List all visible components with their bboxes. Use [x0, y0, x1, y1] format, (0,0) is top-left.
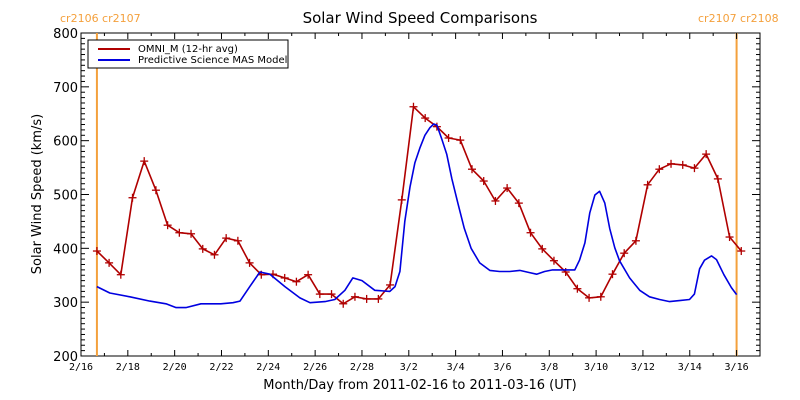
- legend-label-omni: OMNI_M (12-hr avg): [138, 44, 238, 55]
- y-axis: 200 300 400 500 600 700 800: [53, 27, 760, 365]
- series-line-mas: [96, 123, 738, 309]
- data-point: [151, 186, 160, 195]
- x-tick-label: 3/14: [678, 362, 702, 373]
- x-tick-label: 3/6: [493, 362, 511, 373]
- data-point: [596, 292, 605, 301]
- data-point: [187, 229, 196, 238]
- data-point: [374, 294, 383, 303]
- x-tick-label: 2/18: [116, 362, 140, 373]
- data-point: [702, 150, 711, 159]
- series-layer: [92, 102, 746, 309]
- data-point: [386, 280, 395, 289]
- data-point: [479, 177, 488, 186]
- legend-box: [87, 39, 289, 69]
- y-tick-label: 800: [53, 27, 78, 42]
- carrington-rotation-label: cr2107 cr2108: [698, 12, 779, 25]
- x-tick-label: 3/16: [725, 362, 749, 373]
- data-point: [514, 199, 523, 208]
- carrington-markers: cr2106 cr2107 cr2107 cr2108: [60, 12, 779, 356]
- data-point: [444, 133, 453, 142]
- y-tick-label: 300: [53, 296, 78, 311]
- data-point: [538, 244, 547, 253]
- data-point: [128, 193, 137, 202]
- x-tick-label: 2/28: [350, 362, 374, 373]
- series-line-omni: [96, 106, 742, 305]
- data-point: [233, 236, 242, 245]
- data-point: [631, 236, 640, 245]
- y-tick-label: 700: [53, 81, 78, 96]
- chart-title: Solar Wind Speed Comparisons: [303, 9, 538, 27]
- data-point: [315, 290, 324, 299]
- legend: OMNI_M (12-hr avg) Predictive Science MA…: [87, 39, 289, 69]
- data-point: [222, 234, 231, 243]
- data-point: [456, 136, 465, 145]
- y-tick-label: 200: [53, 350, 78, 365]
- data-point: [503, 184, 512, 193]
- data-point: [327, 290, 336, 299]
- data-point: [245, 258, 254, 267]
- data-point: [667, 159, 676, 168]
- data-point: [573, 284, 582, 293]
- data-point: [608, 270, 617, 279]
- x-tick-label: 3/4: [447, 362, 465, 373]
- data-point: [397, 195, 406, 204]
- data-point: [690, 164, 699, 173]
- data-point: [210, 250, 219, 259]
- data-point: [585, 293, 594, 302]
- data-point: [620, 249, 629, 258]
- data-point: [163, 221, 172, 230]
- data-point: [362, 294, 371, 303]
- data-point: [678, 160, 687, 169]
- y-tick-label: 400: [53, 242, 78, 257]
- legend-label-mas: Predictive Science MAS Model: [138, 55, 287, 66]
- data-point: [468, 165, 477, 174]
- data-point: [292, 277, 301, 286]
- data-point: [737, 247, 746, 256]
- x-tick-label: 2/26: [303, 362, 327, 373]
- carrington-rotation-label: cr2106 cr2107: [60, 12, 141, 25]
- data-point: [280, 273, 289, 282]
- data-point: [140, 157, 149, 166]
- data-point: [175, 228, 184, 237]
- data-point: [526, 228, 535, 237]
- data-point: [116, 270, 125, 279]
- y-tick-label: 500: [53, 189, 78, 204]
- x-tick-label: 2/16: [69, 362, 93, 373]
- data-point: [105, 258, 114, 267]
- data-point: [655, 165, 664, 174]
- x-tick-label: 3/10: [584, 362, 608, 373]
- x-tick-label: 3/12: [631, 362, 655, 373]
- data-point: [198, 244, 207, 253]
- data-point: [549, 256, 558, 265]
- data-point: [339, 299, 348, 308]
- data-point: [725, 233, 734, 242]
- x-tick-label: 2/20: [163, 362, 187, 373]
- x-tick-label: 3/2: [400, 362, 418, 373]
- data-point: [92, 247, 101, 256]
- data-point: [713, 174, 722, 183]
- x-axis: 2/16 2/18 2/20 2/22 2/24 2/26 2/28 3/2 3/4 3/6 3/8…: [69, 33, 761, 373]
- x-axis-label: Month/Day from 2011-02-16 to 2011-03-16 …: [263, 378, 576, 393]
- data-point: [304, 270, 313, 279]
- x-tick-label: 2/24: [256, 362, 280, 373]
- x-tick-label: 3/8: [540, 362, 558, 373]
- x-tick-label: 2/22: [209, 362, 233, 373]
- data-point: [350, 292, 359, 301]
- data-point: [643, 180, 652, 189]
- data-point: [409, 102, 418, 111]
- y-tick-label: 600: [53, 135, 78, 150]
- y-axis-label: Solar Wind Speed (km/s): [30, 114, 45, 274]
- data-point: [491, 196, 500, 205]
- data-point: [421, 114, 430, 123]
